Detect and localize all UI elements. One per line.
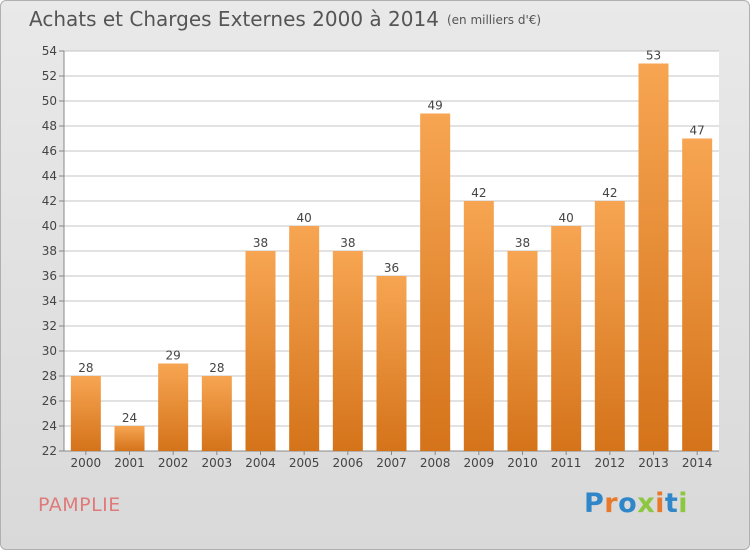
data-label: 47 (690, 124, 705, 138)
data-label: 40 (297, 211, 312, 225)
bar (507, 251, 538, 451)
data-label: 49 (428, 99, 443, 113)
y-tick-label: 52 (42, 69, 57, 83)
data-label: 40 (559, 211, 574, 225)
data-label: 24 (122, 411, 137, 425)
bar (594, 201, 625, 451)
y-tick-label: 24 (42, 419, 57, 433)
x-tick-label: 2007 (376, 456, 407, 470)
x-tick-label: 2001 (114, 456, 145, 470)
y-tick-label: 42 (42, 194, 57, 208)
logo-letter: i (655, 488, 665, 519)
data-label: 53 (646, 49, 661, 63)
bar (289, 226, 320, 451)
y-tick-label: 22 (42, 444, 57, 458)
y-tick-label: 50 (42, 94, 57, 108)
x-tick-label: 2002 (158, 456, 189, 470)
bar (420, 113, 451, 451)
commune-name: PAMPLIE (38, 494, 121, 516)
logo-letter: t (664, 488, 679, 519)
bar (245, 251, 276, 451)
y-tick-label: 38 (42, 244, 57, 258)
data-label: 38 (515, 236, 530, 250)
y-tick-label: 36 (42, 269, 57, 283)
chart-subtitle: (en milliers d'€) (446, 13, 542, 27)
bar (70, 376, 101, 451)
x-tick-label: 2011 (551, 456, 582, 470)
bar (376, 276, 407, 451)
data-label: 42 (602, 186, 617, 200)
bar (332, 251, 363, 451)
chart-title: Achats et Charges Externes 2000 à 2014 (29, 7, 439, 31)
x-tick-label: 2014 (682, 456, 713, 470)
x-tick-label: 2013 (638, 456, 669, 470)
logo-letter: x (637, 488, 656, 519)
bar (158, 363, 189, 451)
x-tick-label: 2012 (595, 456, 626, 470)
bar (682, 138, 713, 451)
x-tick-label: 2003 (202, 456, 233, 470)
y-tick-label: 34 (42, 294, 57, 308)
x-tick-label: 2004 (245, 456, 276, 470)
x-tick-label: 2006 (333, 456, 364, 470)
y-tick-label: 32 (42, 319, 57, 333)
data-label: 38 (253, 236, 268, 250)
x-tick-label: 2010 (507, 456, 538, 470)
bar (201, 376, 232, 451)
y-tick-label: 28 (42, 369, 57, 383)
y-tick-label: 46 (42, 144, 57, 158)
y-tick-label: 40 (42, 219, 57, 233)
data-label: 28 (209, 361, 224, 375)
x-tick-label: 2009 (464, 456, 495, 470)
y-tick-label: 26 (42, 394, 57, 408)
y-tick-label: 54 (42, 44, 57, 58)
data-label: 38 (340, 236, 355, 250)
data-label: 36 (384, 261, 399, 275)
data-label: 28 (78, 361, 93, 375)
data-label: 42 (471, 186, 486, 200)
x-tick-label: 2008 (420, 456, 451, 470)
bar (638, 63, 669, 451)
x-tick-label: 2000 (71, 456, 102, 470)
proxiti-logo: Proxiti (584, 488, 688, 519)
logo-letter: r (604, 488, 619, 519)
chart-title-block: Achats et Charges Externes 2000 à 2014 (e… (29, 7, 541, 31)
y-tick-label: 48 (42, 119, 57, 133)
x-tick-label: 2005 (289, 456, 320, 470)
logo-letter: P (584, 488, 605, 519)
y-tick-label: 30 (42, 344, 57, 358)
bar (551, 226, 582, 451)
bar (114, 426, 145, 451)
logo-letter: i (678, 488, 689, 519)
data-label: 29 (166, 349, 181, 363)
y-tick-label: 44 (42, 169, 57, 183)
logo-letter: o (618, 488, 638, 519)
bar (463, 201, 494, 451)
